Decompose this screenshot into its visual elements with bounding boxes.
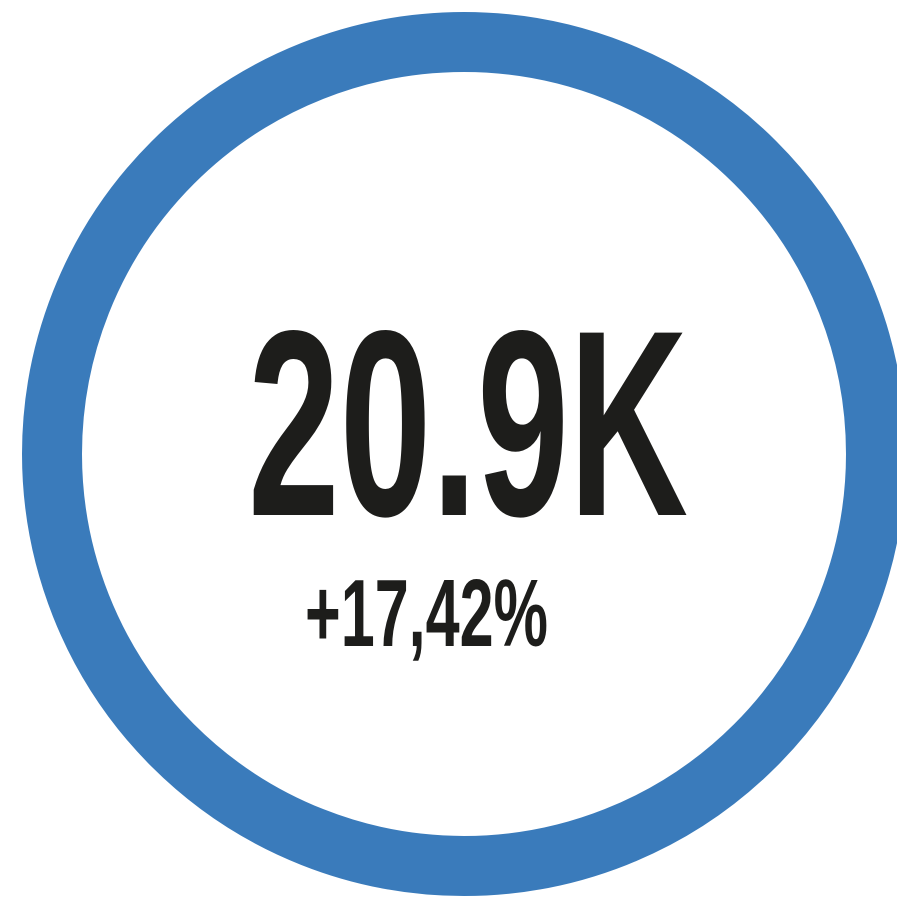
metric-change: +17,42% <box>305 560 548 667</box>
metric-value: 20.9K <box>248 276 688 572</box>
ring <box>22 12 897 896</box>
